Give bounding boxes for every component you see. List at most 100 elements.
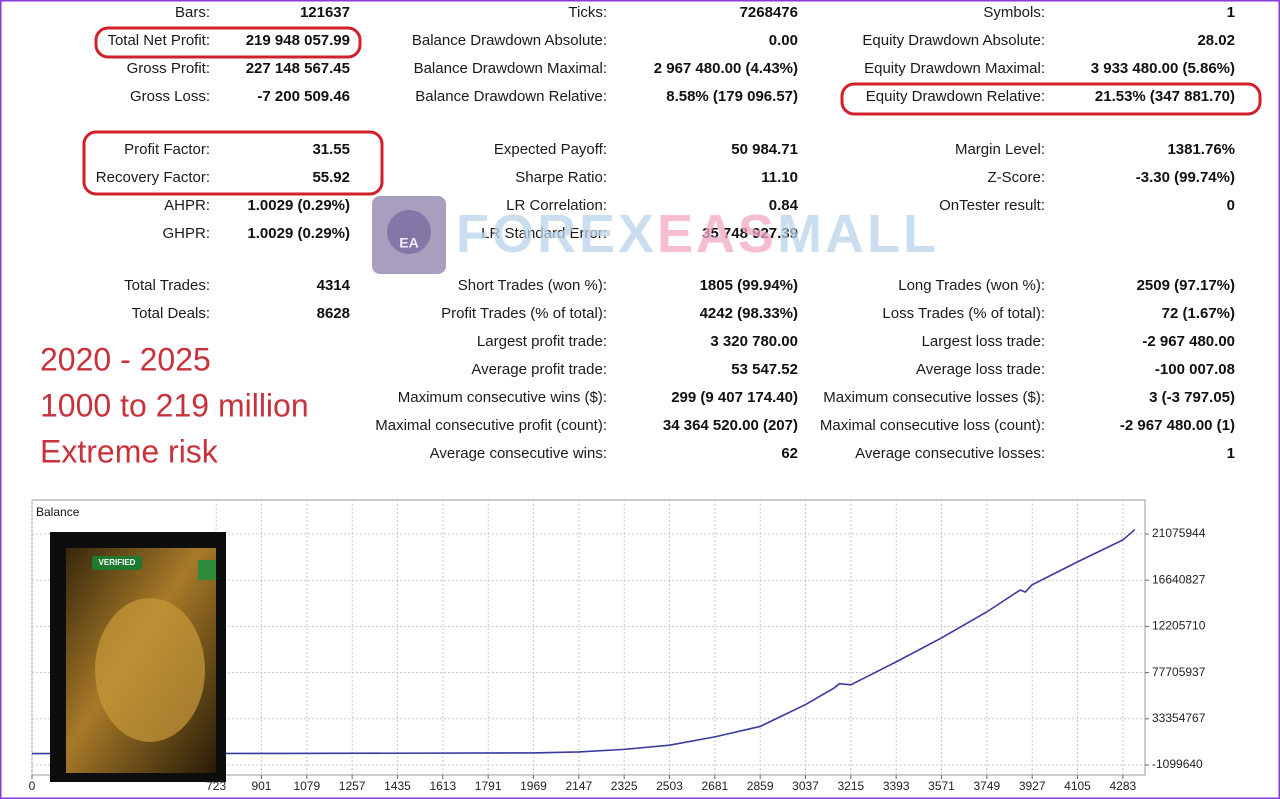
stat-label: Equity Drawdown Relative:: [866, 88, 1045, 105]
stat-label: AHPR:: [164, 197, 210, 214]
stat-value: 35 748 927.39: [702, 225, 798, 242]
y-tick-label: -1099640: [1152, 757, 1203, 771]
watermark: EA FOREXEASMALL: [372, 196, 936, 274]
stat-label: Largest loss trade:: [922, 333, 1045, 350]
badge-text: VERIFIED: [99, 558, 136, 567]
stat-label: Margin Level:: [955, 141, 1045, 158]
stat-value: 8628: [317, 305, 350, 322]
stat-value: 219 948 057.99: [246, 32, 350, 49]
stat-value: 55.92: [312, 169, 350, 186]
x-tick-label: 901: [251, 779, 271, 793]
x-tick-label: 2859: [747, 779, 774, 793]
stat-value: 21.53% (347 881.70): [1095, 88, 1235, 105]
stat-value: 72 (1.67%): [1162, 305, 1235, 322]
stat-value: 31.55: [312, 141, 350, 158]
watermark-part: EAS: [657, 204, 777, 264]
stat-value: 2509 (97.17%): [1137, 277, 1235, 294]
x-tick-label: 4105: [1064, 779, 1091, 793]
stat-value: 0: [1227, 197, 1235, 214]
stat-value: -100 007.08: [1155, 361, 1235, 378]
stat-value: 8.58% (179 096.57): [666, 88, 798, 105]
stat-value: 0.84: [769, 197, 799, 214]
x-tick-label: 3571: [928, 779, 955, 793]
stat-label: Gross Profit:: [127, 60, 210, 77]
chart-title: Balance: [36, 505, 80, 519]
stat-label: Sharpe Ratio:: [515, 169, 607, 186]
note: 1000 to 219 million: [40, 387, 309, 423]
stat-label: Average loss trade:: [916, 361, 1045, 378]
stat-label: Maximum consecutive wins ($):: [398, 389, 607, 406]
stat-label: Average profit trade:: [471, 361, 607, 378]
stat-value: 0.00: [769, 32, 798, 49]
stat-value: 4314: [317, 277, 351, 294]
stat-value: 1.0029 (0.29%): [247, 225, 350, 242]
stat-label: LR Correlation:: [506, 197, 607, 214]
stat-label: Recovery Factor:: [96, 169, 210, 186]
product-box: VERIFIED: [50, 532, 226, 782]
y-tick-label: 21075944: [1152, 526, 1206, 540]
x-tick-label: 3927: [1019, 779, 1046, 793]
stat-value: 28.02: [1197, 32, 1235, 49]
stat-value: 3 320 780.00: [710, 333, 798, 350]
highlight: [840, 82, 1262, 116]
stat-value: -2 967 480.00: [1142, 333, 1235, 350]
stat-value: 7268476: [740, 4, 798, 21]
x-tick-label: 0: [29, 779, 36, 793]
stat-value: 3 933 480.00 (5.86%): [1091, 60, 1235, 77]
stat-label: Largest profit trade:: [477, 333, 607, 350]
highlight: [82, 130, 384, 196]
stat-label: LR Standard Error:: [481, 225, 607, 242]
stat-value: 3 (-3 797.05): [1149, 389, 1235, 406]
x-tick-label: 1435: [384, 779, 411, 793]
stat-value: 34 364 520.00 (207): [663, 417, 798, 434]
stat-label: Balance Drawdown Relative:: [415, 88, 607, 105]
y-tick-label: 33354767: [1152, 711, 1206, 725]
stat-value: -2 967 480.00 (1): [1120, 417, 1235, 434]
x-tick-label: 2681: [701, 779, 728, 793]
note: 2020 - 2025: [40, 341, 211, 377]
stat-label: Profit Factor:: [124, 141, 210, 158]
stat-label: Total Trades:: [124, 277, 210, 294]
stat-label: Average consecutive wins:: [430, 445, 607, 462]
y-tick-label: 77705937: [1152, 665, 1206, 679]
stat-label: Balance Drawdown Absolute:: [412, 32, 607, 49]
x-tick-label: 4283: [1109, 779, 1136, 793]
stat-label: Symbols:: [983, 4, 1045, 21]
stat-value: 53 547.52: [731, 361, 798, 378]
x-tick-label: 1969: [520, 779, 547, 793]
y-tick-label: 16640827: [1152, 572, 1206, 586]
lion: [95, 598, 205, 742]
badge-icon: [198, 560, 216, 580]
x-tick-label: 2503: [656, 779, 683, 793]
stat-value: 1: [1227, 445, 1235, 462]
x-tick-label: 1257: [339, 779, 366, 793]
x-tick-label: 2325: [611, 779, 638, 793]
stat-value: 1381.76%: [1167, 141, 1235, 158]
x-tick-label: 3749: [973, 779, 1000, 793]
stat-label: OnTester result:: [939, 197, 1045, 214]
stat-value: 4242 (98.33%): [700, 305, 798, 322]
stats: Bars: 121637 Total Net Profit: 219 948 057.…: [96, 4, 1235, 462]
x-tick-label: 1079: [293, 779, 320, 793]
logo-text: EA: [399, 235, 418, 251]
stat-value: 121637: [300, 4, 350, 21]
stat-value: 1805 (99.94%): [700, 277, 798, 294]
note: Extreme risk: [40, 433, 219, 469]
stat-value: 227 148 567.45: [246, 60, 350, 77]
stat-value: 62: [781, 445, 798, 462]
stat-label: Average consecutive losses:: [855, 445, 1045, 462]
x-tick-label: 3393: [883, 779, 910, 793]
stat-value: 299 (9 407 174.40): [671, 389, 798, 406]
stat-label: Balance Drawdown Maximal:: [414, 60, 607, 77]
stat-value: -3.30 (99.74%): [1136, 169, 1235, 186]
stat-value: 1: [1227, 4, 1235, 21]
x-tick-label: 723: [206, 779, 226, 793]
stat-value: -7 200 509.46: [257, 88, 350, 105]
stat-label: Long Trades (won %):: [898, 277, 1045, 294]
stat-value: 11.10: [761, 169, 798, 186]
x-tick-label: 1613: [429, 779, 456, 793]
y-tick-label: 12205710: [1152, 619, 1206, 633]
x-tick-label: 1791: [475, 779, 502, 793]
stat-label: Gross Loss:: [130, 88, 210, 105]
